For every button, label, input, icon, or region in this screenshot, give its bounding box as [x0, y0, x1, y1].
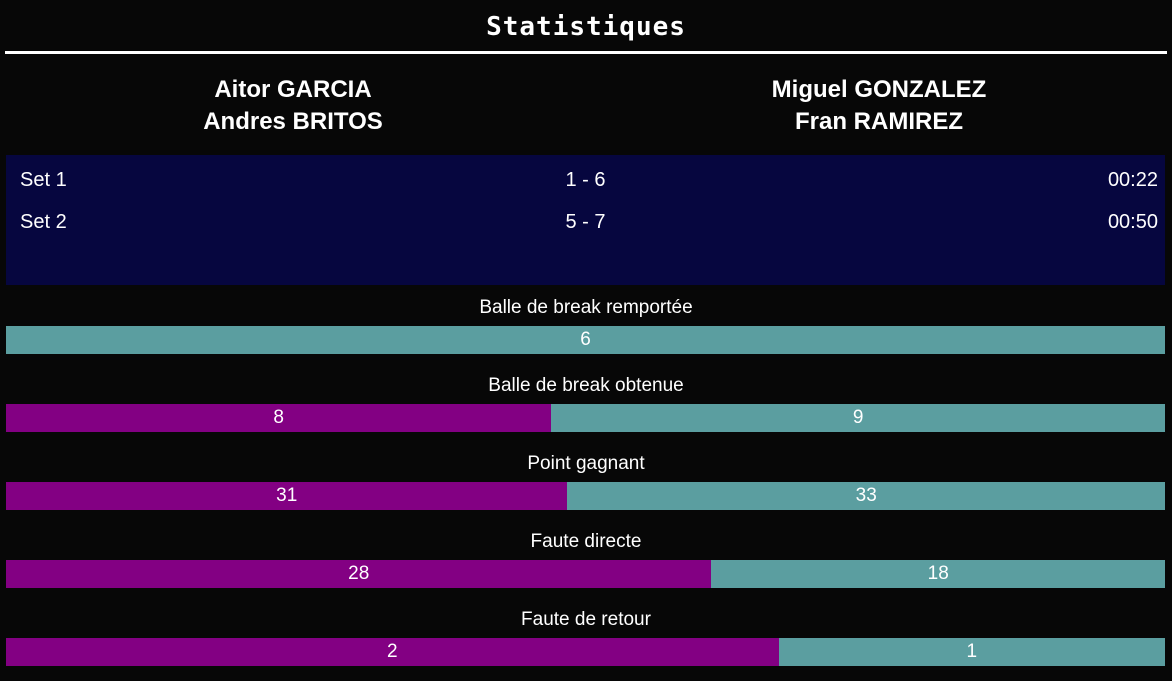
stat-label: Point gagnant [527, 453, 645, 474]
team2-player2: Fran RAMIREZ [795, 108, 963, 135]
team1-player1: Aitor GARCIA [214, 76, 372, 103]
stat-label: Faute de retour [521, 609, 651, 630]
set-duration: 00:50 [1107, 210, 1158, 233]
set-score: 1 - 6 [565, 168, 606, 191]
team2-player1: Miguel GONZALEZ [771, 76, 987, 103]
team1-bar-segment: 31 [6, 482, 568, 510]
set-score: 5 - 7 [565, 210, 606, 233]
team1-bar-segment: 2 [6, 638, 779, 666]
sets-scoreboard: Set 1 1 - 6 00:22 Set 2 5 - 7 00:50 [6, 155, 1165, 285]
team2-stat-value: 18 [927, 563, 949, 584]
set-name: Set 1 [20, 168, 67, 191]
team2-stat-value: 33 [855, 485, 877, 506]
stat-bar: 28 18 [6, 560, 1165, 588]
team2-bar-segment: 1 [778, 638, 1165, 666]
team1-stat-value: 8 [273, 407, 284, 428]
stat-bar: 6 [6, 326, 1165, 354]
stat-label: Balle de break remportée [479, 297, 693, 318]
stat-bar: 8 9 [6, 404, 1165, 432]
teams-header: Aitor GARCIA Andres BRITOS Miguel GONZAL… [0, 74, 1172, 138]
stat-row-break-remportee: Balle de break remportée 6 [0, 296, 1172, 354]
team2-bar-segment: 33 [567, 482, 1165, 510]
team1-stat-value: 28 [348, 563, 370, 584]
team2-bar-segment: 18 [711, 560, 1165, 588]
team2-stat-value: 6 [580, 329, 591, 350]
team1-names: Aitor GARCIA Andres BRITOS [0, 74, 586, 138]
stat-label: Balle de break obtenue [488, 375, 684, 396]
team2-stat-value: 9 [852, 407, 864, 428]
stat-bar: 2 1 [6, 638, 1165, 666]
set-row-2: Set 2 5 - 7 00:50 [6, 201, 1165, 243]
page-title: Statistiques [486, 12, 686, 42]
team2-stat-value: 1 [966, 641, 978, 662]
team1-bar-segment: 28 [6, 560, 712, 588]
team1-stat-value: 2 [387, 641, 398, 662]
team1-player2: Andres BRITOS [203, 108, 383, 135]
set-duration: 00:22 [1107, 168, 1158, 191]
team2-names: Miguel GONZALEZ Fran RAMIREZ [586, 74, 1172, 138]
stat-label: Faute directe [530, 531, 642, 552]
set-name: Set 2 [20, 210, 67, 233]
stat-row-point-gagnant: Point gagnant 31 33 [0, 452, 1172, 510]
stat-row-break-obtenue: Balle de break obtenue 8 9 [0, 374, 1172, 432]
stat-bar: 31 33 [6, 482, 1165, 510]
team2-bar-segment: 6 [6, 326, 1165, 354]
team2-bar-segment: 9 [551, 404, 1165, 432]
stats-list: Balle de break remportée 6 Balle de brea… [0, 296, 1172, 666]
stat-row-faute-directe: Faute directe 28 18 [0, 530, 1172, 588]
team1-stat-value: 31 [276, 485, 298, 506]
statistics-page: Statistiques Aitor GARCIA Andres BRITOS … [0, 12, 1172, 666]
team1-bar-segment: 8 [6, 404, 552, 432]
stat-row-faute-de-retour: Faute de retour 2 1 [0, 608, 1172, 666]
title-divider [5, 51, 1167, 54]
set-row-1: Set 1 1 - 6 00:22 [6, 159, 1165, 201]
